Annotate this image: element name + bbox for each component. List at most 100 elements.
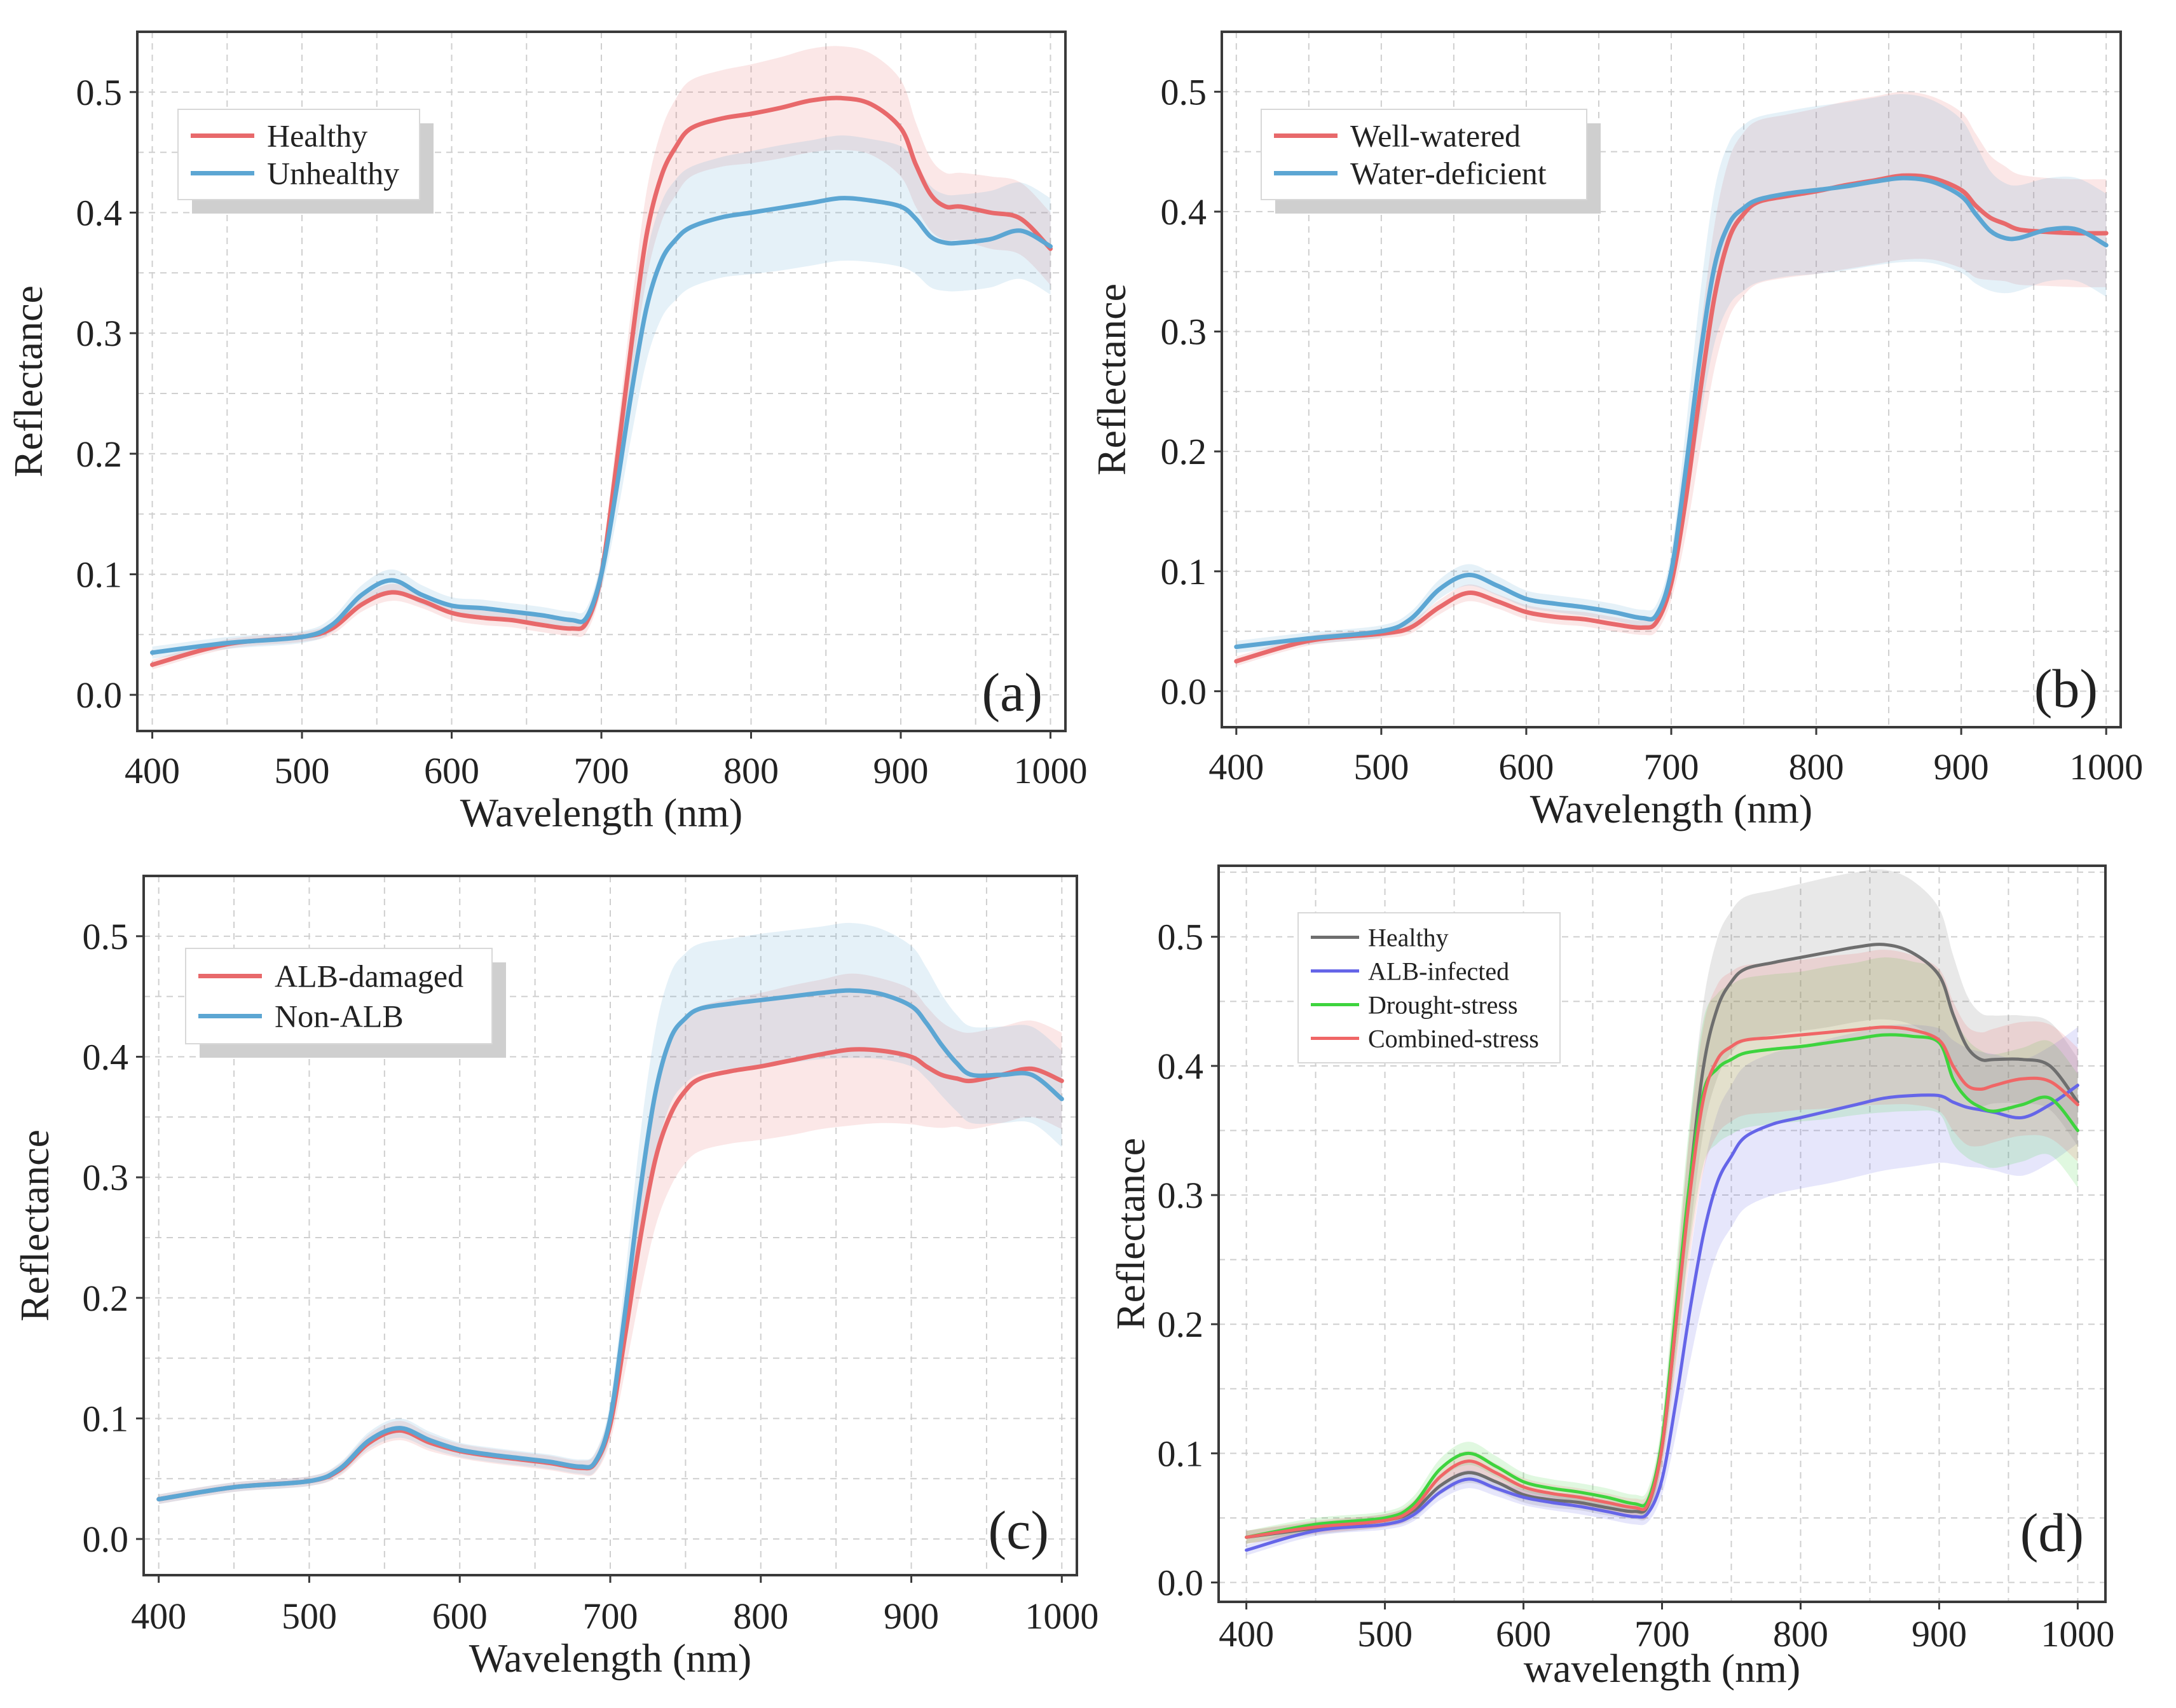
series-line-healthy [150, 95, 1053, 667]
x-tick-label: 900 [884, 1595, 939, 1637]
series-line-unhealthy [150, 196, 1053, 655]
x-tick-label: 600 [432, 1595, 488, 1637]
chart-panel-1: 400 500 600 700 800 900 1000 0.0 0.1 0.2 0.3 0.4 0.5… [6, 31, 1087, 835]
x-tick-label: 900 [873, 750, 928, 791]
grid [1219, 866, 2105, 1602]
x-axis-label: Wavelength (nm) [469, 1636, 751, 1681]
series-group [1234, 92, 2109, 666]
x-tick-label: 800 [1789, 746, 1844, 788]
series-line-well-watered [1234, 173, 2109, 664]
series-line-combined-stress [1245, 1025, 2079, 1539]
panel-label: (c) [989, 1500, 1049, 1561]
band-well-watered [1236, 92, 2107, 666]
band-water-deficient [1236, 94, 2107, 653]
y-tick-label: 0.0 [1158, 1562, 1204, 1604]
x-tick-label: 500 [275, 750, 330, 791]
x-axis-label: Wavelength (nm) [460, 790, 742, 835]
legend-label: Healthy [1368, 924, 1449, 952]
x-tick-label: 700 [574, 750, 629, 791]
series-line-non-alb [156, 988, 1064, 1501]
y-tick-label: 0.0 [76, 674, 123, 716]
chart-panel-3: 400 500 600 700 800 900 1000 0.0 0.1 0.2 0.3 0.4 0.5… [12, 875, 1098, 1681]
y-axis-label: Reflectance [1108, 1138, 1153, 1330]
x-tick-label: 900 [1912, 1613, 1967, 1655]
y-tick-label: 0.5 [1158, 917, 1204, 958]
y-tick-label: 0.2 [76, 434, 123, 475]
y-tick-label: 0.1 [1158, 1433, 1204, 1474]
series-group [1245, 869, 2079, 1555]
x-tick-label: 500 [282, 1595, 337, 1637]
y-tick-label: 0.5 [1161, 71, 1207, 113]
y-tick-label: 0.4 [1161, 191, 1207, 233]
x-tick-label: 500 [1357, 1613, 1413, 1655]
chart-panel-2: 400 500 600 700 800 900 1000 0.0 0.1 0.2 0.3 0.4 0.5… [1089, 31, 2143, 831]
legend-label: Unhealthy [267, 156, 399, 191]
legend-label: Drought-stress [1368, 991, 1518, 1020]
y-tick-label: 0.4 [76, 192, 123, 233]
y-tick-label: 0.3 [1158, 1175, 1204, 1216]
x-tick-label: 900 [1934, 746, 1989, 788]
x-tick-label: 700 [583, 1595, 638, 1637]
y-tick-label: 0.3 [83, 1157, 129, 1198]
x-tick-label: 400 [1219, 1613, 1274, 1655]
y-axis-label: Reflectance [12, 1130, 57, 1322]
y-tick-label: 0.3 [76, 313, 123, 354]
band-drought-stress [1246, 957, 2078, 1544]
legend-label: ALB-damaged [275, 959, 463, 994]
x-tick-label: 400 [1208, 746, 1264, 788]
panel-label: (b) [2034, 658, 2098, 719]
legend: Healthy ALB-infected Drought-stress Combine… [1297, 912, 1561, 1063]
series-line-water-deficient [1234, 175, 2109, 650]
y-tick-label: 0.3 [1161, 311, 1207, 353]
legend-box [185, 948, 493, 1044]
x-tick-label: 1000 [2069, 746, 2143, 788]
y-tick-label: 0.4 [83, 1036, 129, 1077]
y-tick-label: 0.2 [1158, 1304, 1204, 1345]
series-group [150, 46, 1053, 670]
band-combined-stress [1246, 950, 2078, 1544]
series-line-alb-damaged [156, 1047, 1064, 1501]
x-tick-label: 600 [1498, 746, 1554, 788]
legend-label: Healthy [267, 118, 367, 154]
legend-label: Combined-stress [1368, 1025, 1539, 1053]
y-tick-label: 0.2 [1161, 431, 1207, 472]
x-tick-label: 400 [125, 750, 180, 791]
x-tick-label: 500 [1353, 746, 1409, 788]
x-tick-label: 600 [424, 750, 479, 791]
y-axis-label: Reflectance [6, 285, 51, 477]
x-axis-label: Wavelength (nm) [1530, 786, 1812, 831]
legend-box [1261, 109, 1587, 200]
series-line-healthy [1245, 943, 2079, 1539]
x-tick-label: 1000 [1013, 750, 1087, 791]
legend-label: Well-watered [1350, 118, 1521, 154]
x-tick-label: 400 [131, 1595, 186, 1637]
series-group [156, 922, 1064, 1505]
legend-label: Non-ALB [275, 999, 404, 1034]
x-tick-label: 600 [1496, 1613, 1551, 1655]
panel-label: (d) [2020, 1502, 2084, 1563]
y-tick-label: 0.4 [1158, 1046, 1204, 1087]
band-alb-infected [1246, 1024, 2078, 1555]
y-tick-label: 0.5 [83, 916, 129, 957]
y-tick-label: 0.5 [76, 72, 123, 113]
legend-label: ALB-infected [1368, 957, 1509, 986]
x-tick-label: 1000 [2041, 1613, 2114, 1655]
x-tick-label: 700 [1634, 1613, 1690, 1655]
x-tick-label: 700 [1644, 746, 1699, 788]
legend-box [177, 109, 420, 200]
chart-panel-4: 400 500 600 700 800 900 1000 0.0 0.1 0.2 0.3 0.4 0.5… [1108, 864, 2114, 1691]
legend: ALB-damaged Non-ALB [185, 948, 506, 1058]
y-axis-label: Reflectance [1089, 284, 1134, 475]
y-tick-label: 0.1 [83, 1398, 129, 1439]
y-tick-label: 0.1 [76, 554, 123, 595]
x-tick-label: 800 [733, 1595, 788, 1637]
series-line-alb-infected [1245, 1083, 2079, 1552]
y-tick-label: 0.0 [1161, 671, 1207, 712]
y-tick-label: 0.1 [1161, 551, 1207, 592]
x-tick-label: 800 [1773, 1613, 1828, 1655]
x-axis-label: wavelength (nm) [1524, 1646, 1800, 1691]
y-tick-label: 0.0 [83, 1519, 129, 1560]
